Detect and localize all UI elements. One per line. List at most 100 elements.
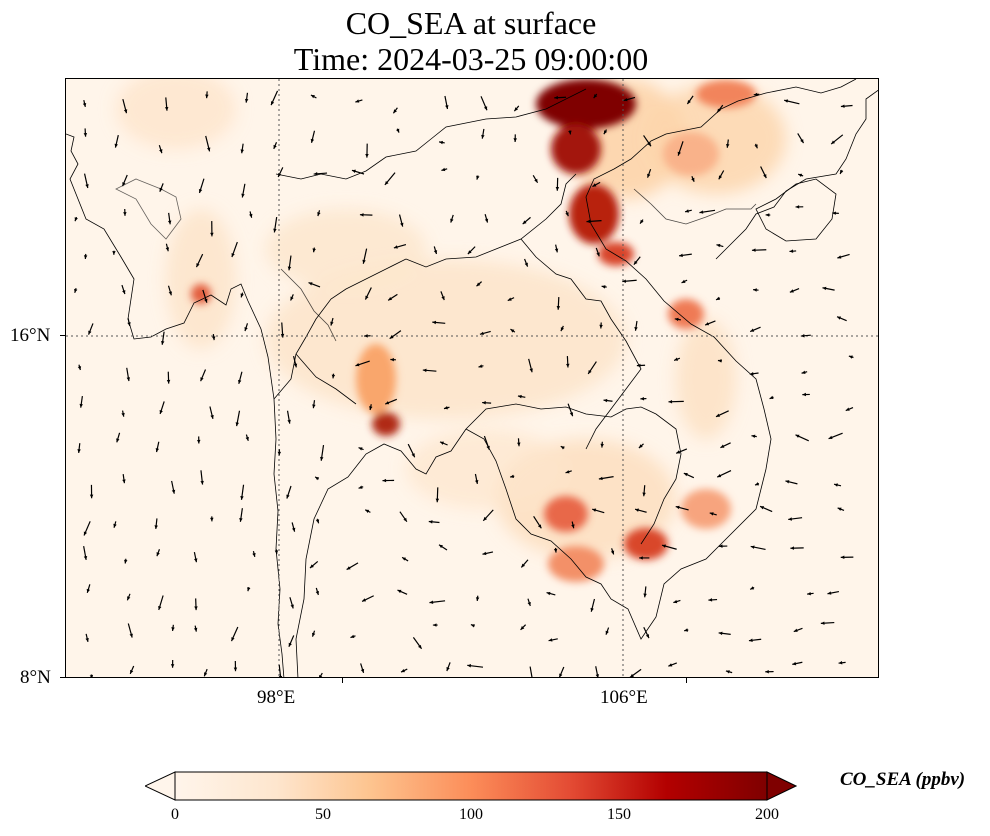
wind-arrow-head <box>365 295 369 300</box>
colorbar <box>145 771 797 801</box>
wind-arrow-head <box>610 550 615 555</box>
wind-arrow-head <box>159 187 163 192</box>
wind-arrow-head <box>848 355 853 359</box>
wind-arrow-head <box>668 663 673 667</box>
wind-arrow-head <box>85 184 89 189</box>
wind-arrow-head <box>441 296 445 301</box>
wind-arrow-head <box>210 414 214 419</box>
wind-arrow-head <box>601 285 606 289</box>
wind-arrow-head <box>643 593 647 598</box>
wind-arrow-head <box>204 672 208 677</box>
wind-arrow-head <box>165 247 170 252</box>
wind-arrow-head <box>312 404 316 409</box>
wind-arrow-head <box>390 357 395 362</box>
wind-arrow-head <box>674 357 679 361</box>
wind-arrow-head <box>634 326 638 331</box>
wind-arrow-head <box>716 413 721 417</box>
wind-arrow-head <box>359 213 364 217</box>
wind-arrow-head <box>708 598 713 602</box>
wind-arrow-head <box>310 138 315 143</box>
wind-arrow-head <box>290 604 294 609</box>
wind-arrow-head <box>270 101 275 106</box>
wind-arrow-head <box>196 263 200 268</box>
wind-arrow-head <box>640 219 644 224</box>
map-panel <box>65 78 879 678</box>
wind-arrow-head <box>554 248 559 253</box>
wind-arrow-head <box>754 144 758 149</box>
wind-arrow-head <box>662 544 666 548</box>
wind-arrow-head <box>126 377 131 382</box>
wind-arrow-head <box>520 626 525 630</box>
wind-arrow-head <box>673 599 678 604</box>
wind-arrow-head <box>716 243 721 248</box>
wind-arrow-head <box>681 279 686 283</box>
wind-arrow-head <box>273 144 277 149</box>
wind-arrow-head <box>750 586 755 590</box>
wind-arrow-head <box>807 591 811 596</box>
wind-arrow-head <box>709 512 714 516</box>
wind-arrow-head <box>388 296 393 301</box>
wind-vector-field <box>74 90 854 677</box>
y-tick-16N <box>60 335 65 336</box>
wind-arrow-head <box>445 105 449 109</box>
wind-arrow-head <box>127 596 131 601</box>
map-subtitle-time: Time: 2024-03-25 09:00:00 <box>293 41 649 77</box>
wind-arrow-head <box>537 524 542 529</box>
wind-arrow-head <box>555 187 560 191</box>
wind-arrow-head <box>524 262 528 267</box>
lon-label-106E: 106°E <box>600 687 648 708</box>
wind-arrow-head <box>636 363 641 368</box>
wind-arrow-head <box>677 151 681 156</box>
wind-arrow-head <box>346 566 351 570</box>
wind-arrow-head <box>751 434 756 439</box>
wind-arrow-head <box>510 474 514 478</box>
wind-arrow-head <box>313 172 318 176</box>
wind-arrow-head <box>440 441 445 445</box>
wind-arrow-head <box>793 628 798 632</box>
wind-arrow-head <box>789 249 794 253</box>
wind-arrow-head <box>432 320 437 325</box>
wind-arrow-head <box>718 544 723 548</box>
wind-arrow-head <box>571 524 575 529</box>
wind-arrow-head <box>315 590 320 595</box>
wind-arrow-head <box>85 637 89 642</box>
colorbar-tick-50: 50 <box>315 806 331 823</box>
wind-arrow-head <box>720 444 725 448</box>
wind-arrow-head <box>312 632 316 637</box>
wind-arrow-head <box>699 210 704 214</box>
wind-arrow-head <box>205 94 209 99</box>
wind-arrow-head <box>750 545 755 549</box>
wind-arrow-head <box>834 483 838 487</box>
wind-arrow-head <box>755 482 760 486</box>
wind-arrow-head <box>210 232 214 237</box>
wind-arrow-head <box>438 544 443 549</box>
wind-arrow-head <box>393 109 397 114</box>
wind-arrow-head <box>716 296 721 300</box>
wind-arrow-head <box>554 95 558 100</box>
wind-arrow-head <box>360 668 365 673</box>
colorbar-gradient <box>174 771 768 801</box>
map-title: CO_SEA at surface <box>345 5 597 41</box>
wind-arrow-head <box>446 667 450 672</box>
wind-arrow-head <box>330 321 334 326</box>
wind-arrow-head <box>622 279 627 283</box>
colorbar-min-extend <box>145 771 176 801</box>
wind-arrow-head <box>89 674 94 677</box>
wind-arrow-head <box>428 520 433 524</box>
wind-arrow-head <box>286 494 290 499</box>
wind-arrow-head <box>639 556 643 560</box>
wind-arrow-head <box>684 628 689 632</box>
wind-arrow-head <box>521 563 526 568</box>
wind-arrow-head <box>114 143 118 148</box>
wind-arrow-head <box>159 149 163 154</box>
wind-arrow-head <box>317 212 321 217</box>
wind-arrow-head <box>397 589 402 594</box>
wind-arrow-head <box>130 669 134 674</box>
wind-arrow-head <box>193 627 198 632</box>
wind-arrow-head <box>403 517 407 522</box>
wind-arrow-head <box>441 167 446 172</box>
wind-arrow-head <box>389 335 394 339</box>
wind-arrow-head <box>801 370 806 374</box>
wind-arrow-head <box>798 173 803 178</box>
wind-arrow-head <box>355 362 360 367</box>
